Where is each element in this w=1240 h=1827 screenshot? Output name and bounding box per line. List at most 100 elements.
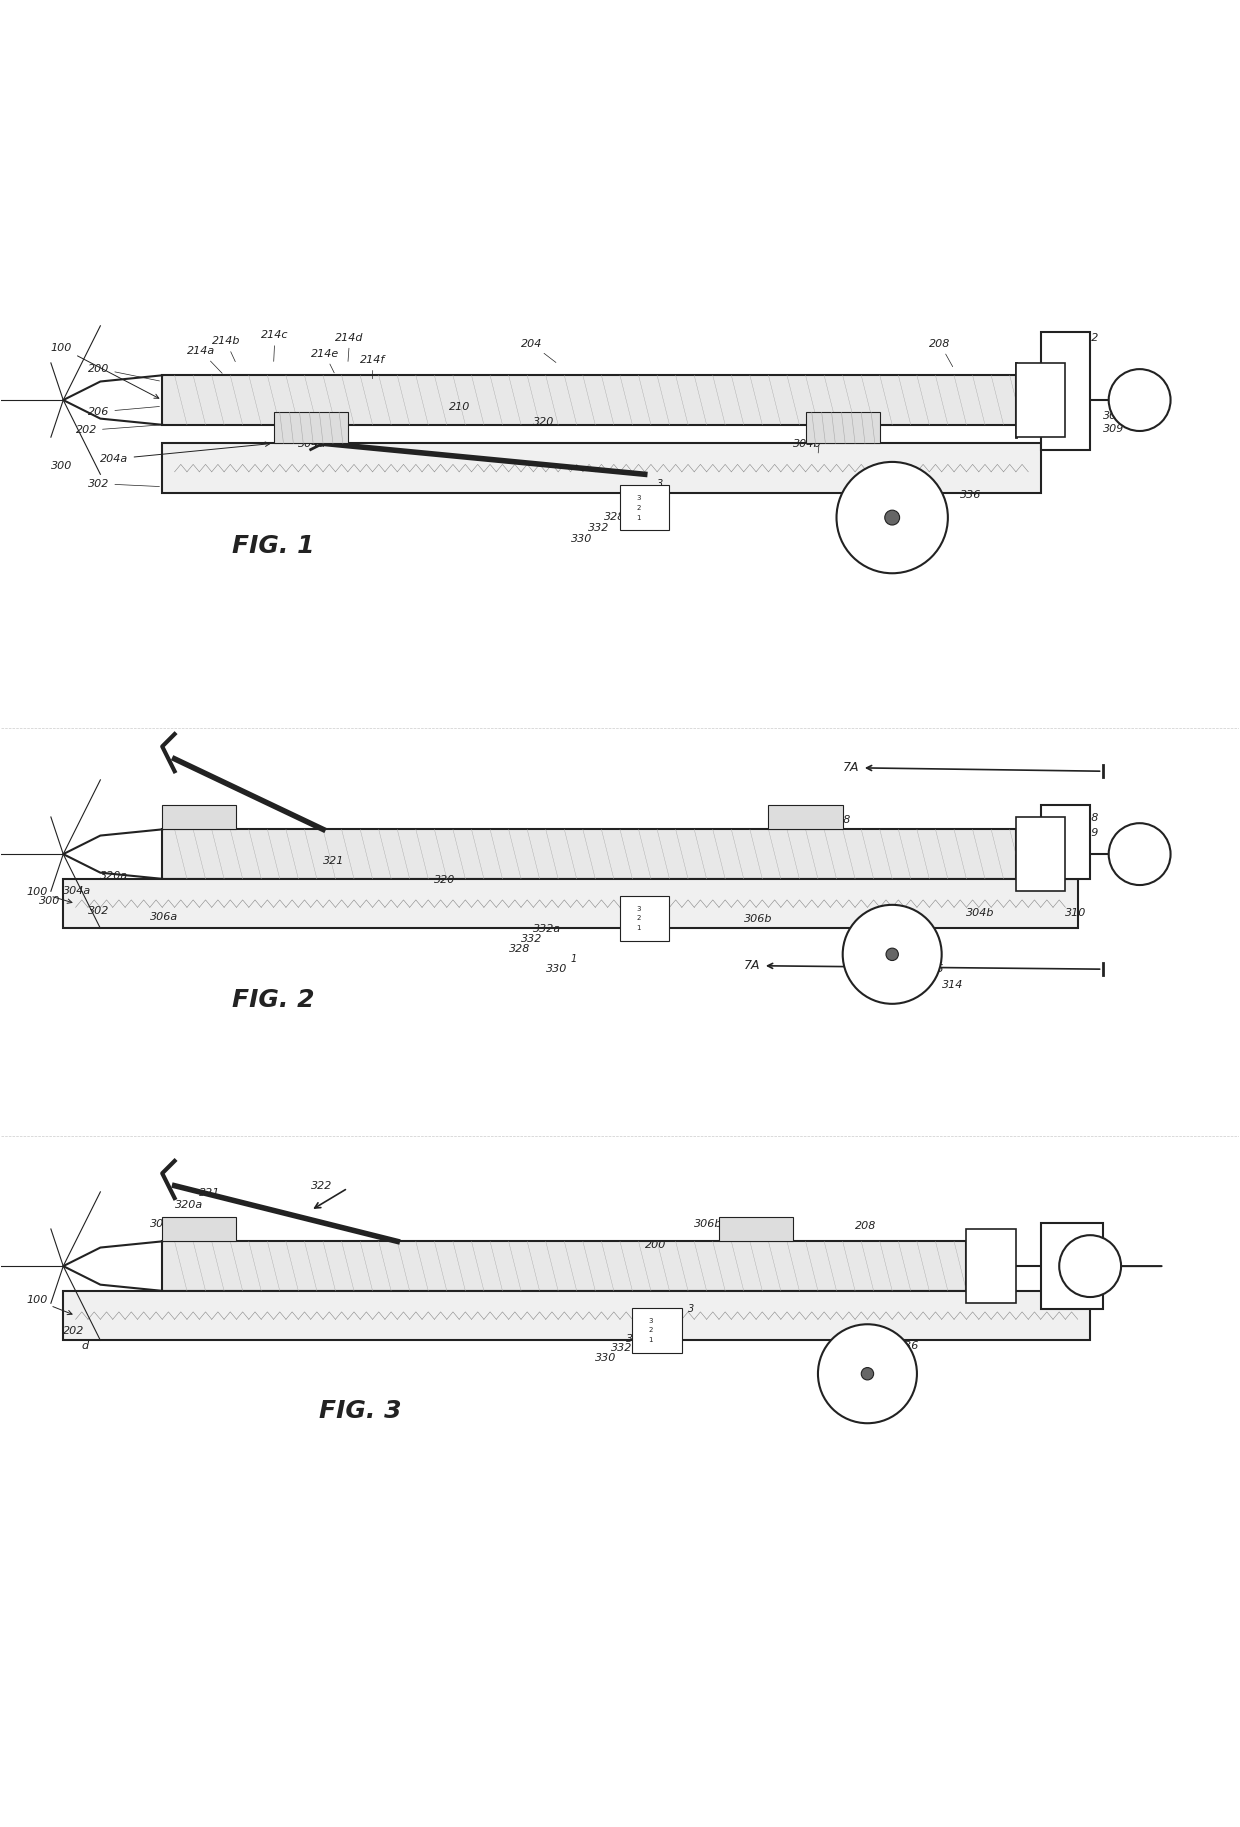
Circle shape [843, 904, 941, 1003]
Bar [63, 879, 1078, 928]
Text: 309: 309 [1102, 424, 1123, 435]
Text: 212: 212 [1078, 333, 1099, 354]
Text: 100: 100 [26, 1295, 72, 1315]
Text: 300: 300 [38, 895, 60, 906]
Text: 2: 2 [636, 504, 641, 512]
Text: 322: 322 [311, 1182, 332, 1191]
Text: 3: 3 [688, 1304, 694, 1314]
Text: 7A: 7A [744, 959, 1100, 972]
Text: 208: 208 [831, 815, 852, 826]
Text: 320: 320 [533, 417, 554, 428]
Text: 332: 332 [611, 1343, 632, 1354]
Text: 202: 202 [76, 426, 160, 435]
Text: 208: 208 [856, 1220, 877, 1231]
Bar [620, 897, 670, 941]
Text: FIG. 3: FIG. 3 [319, 1399, 402, 1423]
Circle shape [818, 1325, 916, 1423]
Text: 2: 2 [636, 915, 641, 921]
Circle shape [837, 462, 947, 574]
Text: 328: 328 [604, 512, 625, 523]
Text: 336: 336 [960, 490, 982, 501]
Bar [806, 413, 880, 444]
Text: 100: 100 [51, 343, 159, 398]
Text: 3: 3 [649, 1317, 653, 1323]
Text: 321: 321 [200, 1188, 221, 1197]
Text: 314: 314 [941, 979, 963, 990]
Text: 204b: 204b [806, 431, 835, 453]
Bar [162, 1241, 966, 1292]
Text: 204: 204 [521, 338, 556, 362]
Bar [274, 413, 347, 444]
Text: 7A: 7A [843, 762, 1100, 775]
Text: 1: 1 [632, 502, 639, 512]
Text: 304b: 304b [794, 438, 822, 449]
Text: 214f: 214f [360, 354, 386, 378]
Text: 214c: 214c [262, 331, 289, 362]
Text: 1: 1 [636, 924, 641, 932]
Bar [769, 804, 843, 829]
Text: FIG. 2: FIG. 2 [232, 988, 315, 1012]
Text: 321: 321 [324, 857, 345, 866]
Text: 310: 310 [1065, 908, 1086, 917]
Bar [1040, 333, 1090, 449]
Circle shape [1109, 824, 1171, 884]
Bar [162, 444, 1040, 493]
Text: 320a: 320a [100, 871, 129, 881]
Bar [162, 804, 237, 829]
Text: 214b: 214b [212, 336, 241, 362]
Text: 330: 330 [546, 963, 567, 974]
Text: 214e: 214e [311, 349, 339, 373]
Text: 306a: 306a [150, 1219, 179, 1228]
Text: 308: 308 [1078, 813, 1099, 822]
Text: 328: 328 [626, 1334, 647, 1343]
Text: 330: 330 [570, 533, 591, 544]
Bar [162, 829, 1016, 879]
Text: 330: 330 [595, 1354, 616, 1363]
Circle shape [1109, 369, 1171, 431]
Text: 326: 326 [1043, 1239, 1099, 1264]
Text: d: d [82, 1341, 89, 1350]
Bar [719, 1217, 794, 1241]
Text: 332a: 332a [533, 924, 562, 934]
Text: 2: 2 [649, 1328, 653, 1334]
Bar [1016, 364, 1065, 437]
Text: FIG. 1: FIG. 1 [232, 533, 315, 557]
Text: 308: 308 [1102, 411, 1123, 420]
Text: 206: 206 [88, 406, 160, 417]
Text: 2: 2 [676, 1314, 682, 1325]
Text: 306a: 306a [150, 912, 179, 921]
Text: 309: 309 [1078, 828, 1099, 837]
Text: 1: 1 [649, 1337, 653, 1343]
Text: 304a: 304a [63, 886, 92, 895]
Text: 320a: 320a [175, 1200, 203, 1209]
Text: 3: 3 [636, 906, 641, 912]
Bar [1040, 1222, 1102, 1310]
Text: 204a: 204a [100, 442, 270, 464]
Text: 214a: 214a [187, 347, 222, 373]
Text: 302: 302 [88, 479, 160, 488]
Text: 2: 2 [645, 490, 651, 501]
Text: 306b: 306b [744, 914, 773, 924]
Text: 328: 328 [508, 945, 529, 954]
Bar [1016, 817, 1065, 892]
Text: 210: 210 [449, 402, 470, 411]
Text: 200: 200 [645, 1239, 666, 1250]
Bar [620, 486, 670, 530]
Text: 336: 336 [898, 1341, 920, 1350]
Text: 1: 1 [570, 954, 577, 965]
Bar [162, 375, 1016, 426]
Text: 200: 200 [88, 364, 160, 382]
Circle shape [887, 948, 898, 961]
Circle shape [862, 1368, 874, 1379]
Bar [632, 1308, 682, 1352]
Text: 214d: 214d [336, 333, 363, 362]
Text: 320: 320 [434, 875, 456, 884]
Text: 332: 332 [588, 523, 609, 533]
Text: 1: 1 [663, 1325, 670, 1334]
Bar [63, 1292, 1090, 1341]
Text: 1: 1 [636, 515, 641, 521]
Text: 3: 3 [657, 479, 663, 488]
Circle shape [1059, 1235, 1121, 1297]
Bar [966, 1230, 1016, 1303]
Text: 202: 202 [63, 1326, 84, 1336]
